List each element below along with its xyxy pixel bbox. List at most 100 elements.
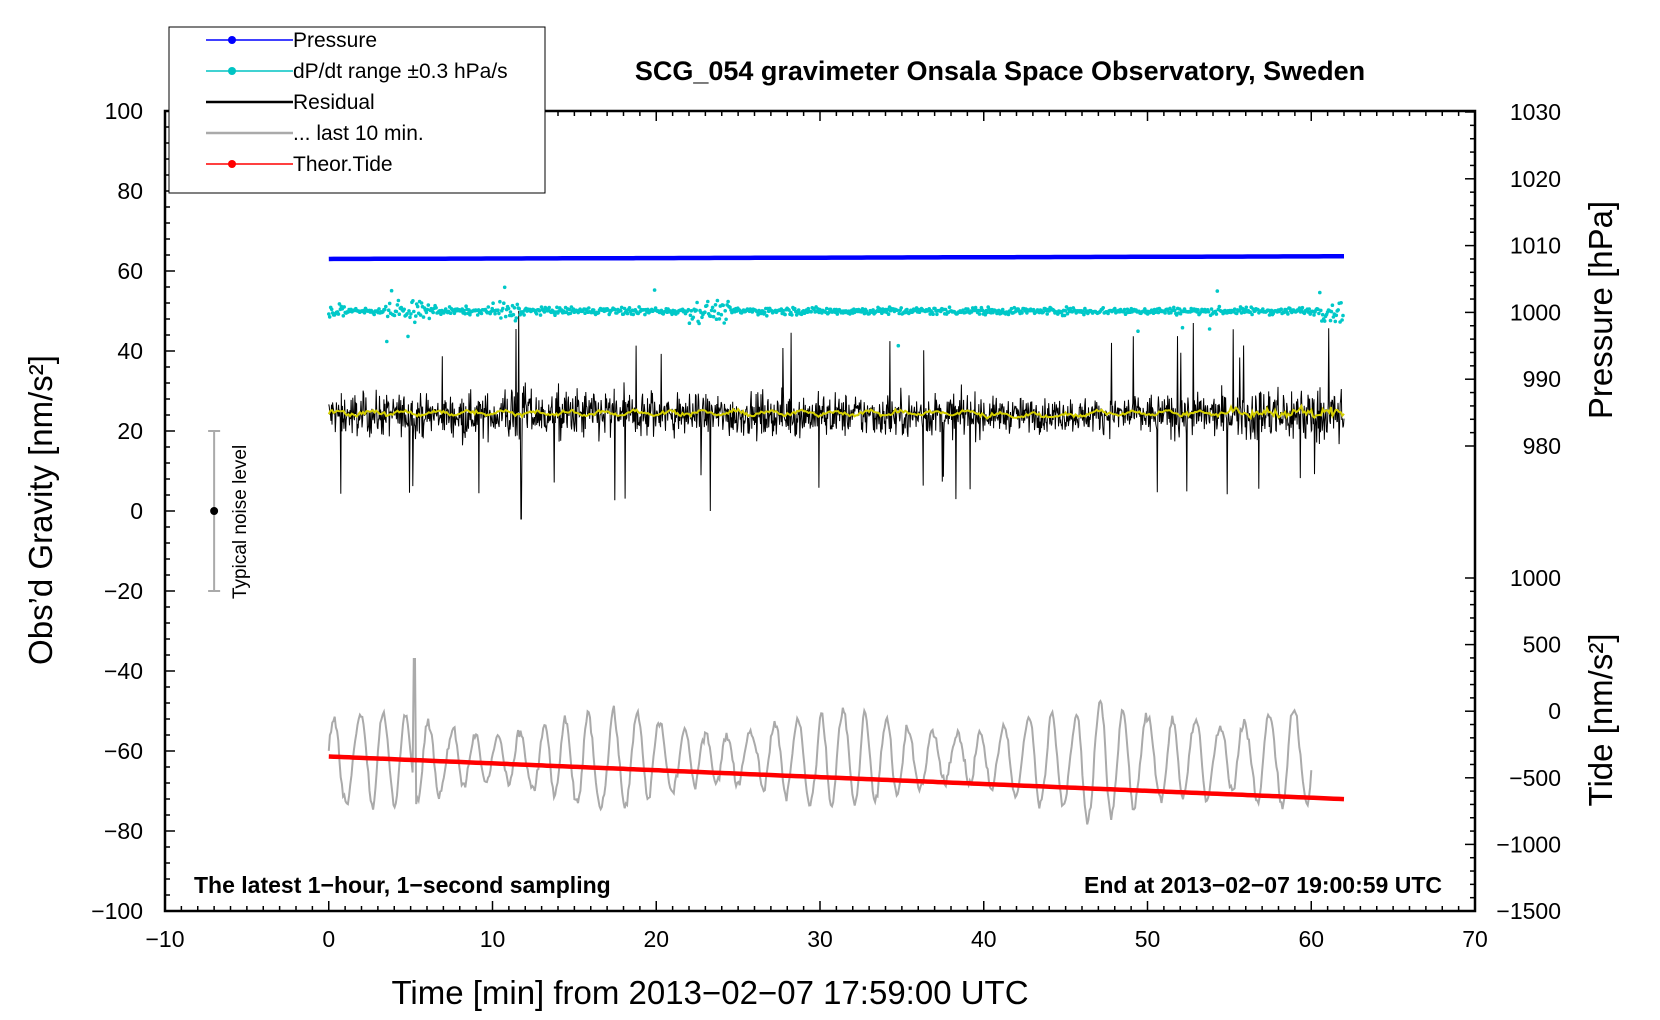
dpdt-point (501, 306, 505, 311)
dpdt-point (372, 312, 377, 317)
dpdt-point (409, 312, 413, 316)
dpdt-point (1207, 327, 1212, 331)
dpdt-point (708, 314, 713, 319)
dpdt-point (1250, 312, 1254, 317)
dpdt-point (407, 309, 411, 313)
annotation-end-time: End at 2013−02−07 19:00:59 UTC (1084, 872, 1442, 898)
dpdt-point (724, 317, 728, 322)
dpdt-point (1340, 318, 1344, 322)
dpdt-point (555, 305, 559, 310)
dpdt-point (835, 312, 840, 316)
dpdt-point (935, 312, 939, 317)
dpdt-point (1009, 306, 1014, 311)
x-tick-label: 60 (1298, 926, 1324, 952)
dpdt-point (1113, 306, 1117, 311)
dpdt-point (1334, 313, 1339, 318)
y-pressure-tick-label: 1030 (1510, 99, 1561, 125)
dpdt-point (931, 312, 935, 317)
dpdt-point (1279, 307, 1283, 312)
dpdt-point (1062, 313, 1067, 318)
dpdt-point (1173, 308, 1177, 313)
dpdt-point (1333, 319, 1338, 324)
x-tick-label: 30 (807, 926, 833, 952)
dpdt-point (886, 312, 891, 317)
x-tick-label: −10 (145, 926, 184, 952)
y-left-tick-label: −60 (104, 738, 143, 764)
dpdt-point (425, 307, 430, 312)
dpdt-point (547, 305, 551, 310)
y-tide-tick-label: 500 (1523, 632, 1561, 658)
dpdt-point (713, 303, 718, 307)
dpdt-point (631, 312, 636, 317)
dpdt-point (396, 298, 401, 303)
y-pressure-tick-label: 1020 (1510, 166, 1561, 192)
y-tide-tick-label: 1000 (1510, 565, 1561, 591)
dpdt-point (613, 307, 617, 312)
noise-bar-center-dot (210, 507, 219, 515)
dpdt-point (341, 314, 346, 318)
dpdt-point (1341, 313, 1345, 318)
dpdt-point (542, 310, 547, 314)
noise-level-indicator: Typical noise level (208, 430, 251, 599)
dpdt-point (943, 307, 948, 312)
dpdt-point (1328, 318, 1333, 323)
dpdt-point (362, 311, 367, 315)
dpdt-point (589, 310, 594, 315)
dpdt-point (448, 311, 453, 316)
dpdt-point (711, 314, 716, 319)
dpdt-point (783, 312, 787, 317)
dpdt-point (591, 308, 596, 312)
dpdt-point (781, 308, 785, 313)
dpdt-point (705, 303, 709, 308)
dpdt-point (402, 307, 407, 312)
plot-area (327, 254, 1345, 825)
dpdt-point (1025, 311, 1029, 315)
dpdt-point (787, 308, 791, 312)
y-left-tick-label: −40 (104, 658, 143, 684)
dpdt-point (567, 307, 572, 312)
dpdt-point (463, 311, 467, 316)
dpdt-point (418, 313, 423, 317)
dpdt-point (826, 310, 831, 315)
y-left-tick-label: 40 (117, 338, 143, 364)
dpdt-point (389, 288, 394, 293)
dpdt-point (973, 305, 978, 310)
dpdt-point (517, 306, 521, 311)
dpdt-point (712, 309, 717, 313)
dpdt-point (479, 311, 484, 316)
dpdt-point (715, 298, 720, 303)
y-left-tick-label: 80 (117, 178, 143, 204)
y-left-tick-label: 60 (117, 258, 143, 284)
dpdt-point (394, 309, 399, 314)
dpdt-point (763, 310, 767, 315)
dpdt-point (1320, 312, 1325, 317)
dpdt-point (697, 321, 701, 326)
x-tick-label: 20 (643, 926, 669, 952)
dpdt-point (619, 305, 624, 310)
dpdt-point (1286, 312, 1290, 316)
dpdt-point (947, 305, 952, 310)
dpdt-point (452, 311, 457, 316)
dpdt-point (1336, 308, 1340, 312)
dpdt-point (514, 316, 519, 320)
dpdt-point (824, 306, 829, 311)
dpdt-point (659, 308, 664, 313)
y-left-tick-label: 20 (117, 418, 143, 444)
dpdt-point (411, 299, 415, 303)
dpdt-point (796, 308, 801, 312)
dpdt-point (377, 307, 381, 311)
dpdt-point (508, 310, 513, 314)
dpdt-point (1063, 309, 1068, 313)
dpdt-point (691, 315, 696, 320)
y-axis-title-pressure: Pressure [hPa] (1582, 201, 1619, 419)
dpdt-point (1307, 307, 1311, 311)
dpdt-point (790, 313, 794, 317)
dpdt-point (1143, 307, 1147, 311)
legend-label: dP/dt range ±0.3 hPa/s (293, 60, 508, 83)
dpdt-point (1261, 307, 1265, 311)
dpdt-point (424, 310, 429, 315)
dpdt-point (387, 301, 392, 306)
series-residual-line (328, 310, 1345, 520)
legend-label: Residual (293, 91, 375, 114)
